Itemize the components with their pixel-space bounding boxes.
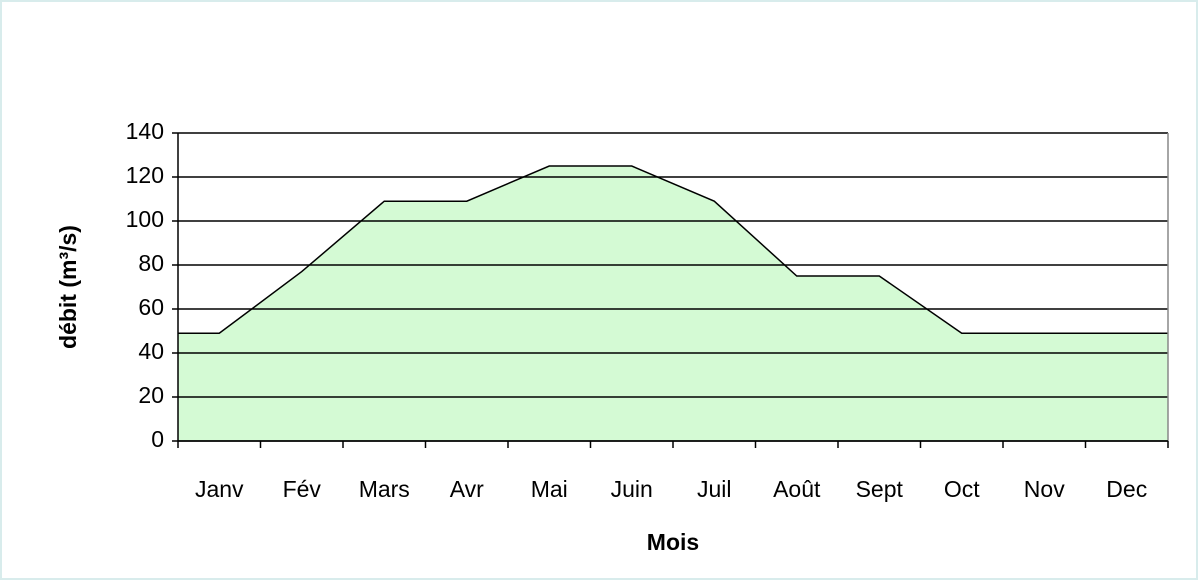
x-tick-label: Avr <box>450 476 484 502</box>
y-tick-label: 40 <box>138 338 164 364</box>
area-line <box>178 165 1168 334</box>
y-tick-label: 0 <box>151 426 164 452</box>
y-tick-label: 20 <box>138 382 164 408</box>
x-axis-label: Mois <box>647 529 699 555</box>
x-tick-label: Dec <box>1106 476 1147 502</box>
x-tick-label: Sept <box>856 476 904 502</box>
x-tick-label: Mars <box>359 476 410 502</box>
y-tick-label: 120 <box>126 162 164 188</box>
y-tick-label: 80 <box>138 250 164 276</box>
y-tick-label: 100 <box>126 206 164 232</box>
area <box>178 166 1168 441</box>
y-tick-label: 140 <box>126 118 164 144</box>
x-tick-label: Mai <box>531 476 568 502</box>
y-axis-label: débit (m³/s) <box>55 225 81 349</box>
y-tick-label: 60 <box>138 294 164 320</box>
x-tick-label: Juin <box>611 476 653 502</box>
x-tick-label: Janv <box>195 476 244 502</box>
x-tick-label: Août <box>773 476 821 502</box>
x-tick-label: Nov <box>1024 476 1065 502</box>
x-tick-label: Oct <box>944 476 980 502</box>
x-tick-label: Juil <box>697 476 732 502</box>
x-tick-label: Fév <box>283 476 322 502</box>
